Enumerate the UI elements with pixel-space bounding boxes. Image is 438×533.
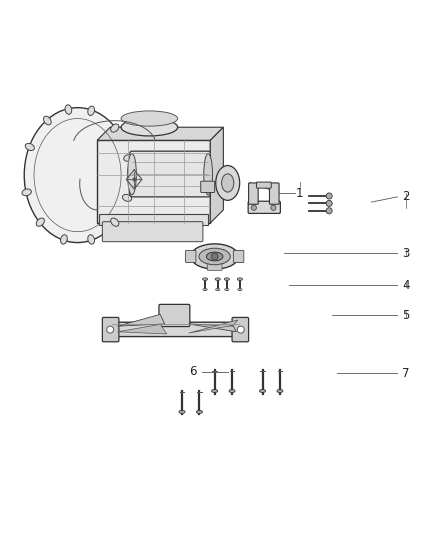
Ellipse shape (22, 189, 32, 196)
Circle shape (326, 200, 332, 206)
Ellipse shape (204, 154, 212, 195)
Polygon shape (188, 320, 238, 333)
Polygon shape (99, 214, 208, 225)
Ellipse shape (212, 390, 218, 392)
Ellipse shape (121, 111, 178, 126)
Circle shape (251, 205, 256, 211)
Text: 2: 2 (403, 190, 410, 204)
Ellipse shape (111, 218, 119, 227)
FancyBboxPatch shape (207, 263, 222, 270)
Text: 7: 7 (403, 367, 410, 379)
Polygon shape (210, 127, 223, 223)
Ellipse shape (206, 252, 223, 261)
FancyBboxPatch shape (233, 251, 244, 263)
Ellipse shape (277, 390, 283, 392)
Ellipse shape (215, 288, 220, 290)
FancyBboxPatch shape (102, 222, 203, 241)
Ellipse shape (203, 288, 207, 290)
FancyBboxPatch shape (269, 183, 279, 204)
Ellipse shape (36, 218, 44, 227)
Ellipse shape (88, 235, 95, 244)
Ellipse shape (237, 278, 243, 280)
FancyBboxPatch shape (185, 251, 196, 263)
Ellipse shape (225, 288, 229, 290)
FancyBboxPatch shape (248, 201, 280, 213)
FancyBboxPatch shape (106, 322, 245, 336)
Polygon shape (270, 186, 277, 203)
Ellipse shape (216, 166, 240, 200)
Ellipse shape (179, 410, 185, 414)
Ellipse shape (43, 116, 51, 125)
Text: 5: 5 (403, 309, 410, 322)
Ellipse shape (229, 390, 235, 392)
Ellipse shape (24, 108, 131, 243)
Ellipse shape (202, 278, 208, 280)
FancyBboxPatch shape (256, 182, 271, 188)
Circle shape (237, 326, 244, 333)
Ellipse shape (124, 155, 133, 161)
Circle shape (107, 326, 114, 333)
Ellipse shape (199, 248, 230, 265)
FancyBboxPatch shape (130, 151, 210, 197)
Polygon shape (97, 127, 223, 140)
Text: 4: 4 (403, 279, 410, 292)
FancyBboxPatch shape (102, 318, 119, 342)
Ellipse shape (65, 105, 72, 114)
Ellipse shape (215, 278, 220, 280)
Ellipse shape (111, 124, 119, 132)
Circle shape (211, 253, 218, 260)
Ellipse shape (196, 410, 202, 414)
FancyBboxPatch shape (249, 183, 258, 204)
Circle shape (326, 193, 332, 199)
Text: 6: 6 (189, 365, 197, 378)
FancyBboxPatch shape (232, 318, 249, 342)
Polygon shape (117, 325, 167, 334)
Ellipse shape (191, 244, 239, 269)
Ellipse shape (222, 174, 234, 192)
Polygon shape (188, 324, 237, 332)
Text: 3: 3 (403, 247, 410, 260)
Ellipse shape (238, 288, 242, 290)
Polygon shape (117, 314, 165, 326)
Ellipse shape (224, 278, 230, 280)
FancyBboxPatch shape (201, 181, 215, 192)
Polygon shape (251, 186, 257, 203)
FancyBboxPatch shape (159, 304, 190, 327)
Text: 1: 1 (296, 187, 303, 200)
Circle shape (271, 205, 276, 211)
Ellipse shape (25, 143, 34, 150)
Circle shape (326, 208, 332, 214)
Ellipse shape (127, 154, 136, 195)
Polygon shape (97, 140, 210, 223)
Ellipse shape (121, 118, 178, 136)
Ellipse shape (88, 106, 95, 116)
Ellipse shape (259, 390, 265, 392)
Ellipse shape (60, 235, 67, 244)
Ellipse shape (122, 195, 132, 201)
